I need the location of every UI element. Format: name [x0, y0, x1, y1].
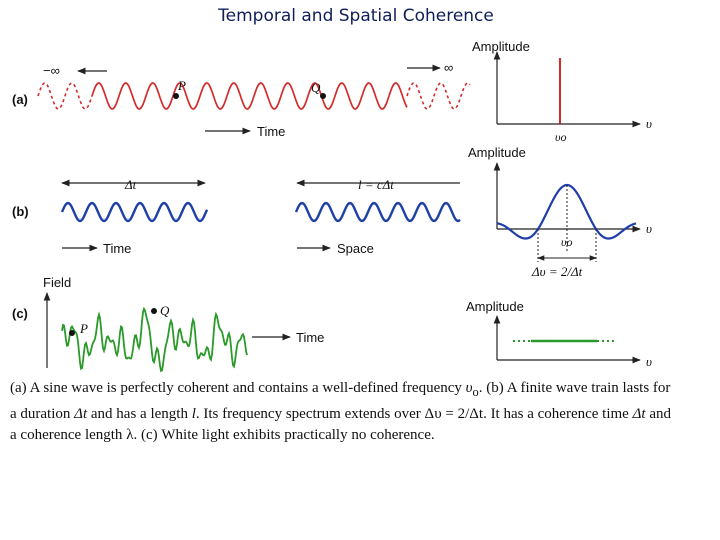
panel-c: (c) Field P Q Time — [12, 275, 324, 373]
caption-part: . (c) White light exhibits practically n… — [133, 427, 435, 443]
point-q-c — [151, 308, 157, 314]
spectrum-c-xlabel: υ — [646, 354, 652, 369]
spectrum-c-ylabel: Amplitude — [466, 299, 524, 314]
caption-symbol: λ — [126, 427, 134, 443]
wave-b-space — [294, 201, 461, 223]
point-q-c-label: Q — [160, 303, 170, 318]
caption-subscript: o — [472, 385, 479, 399]
slide-title: Temporal and Spatial Coherence — [218, 6, 494, 26]
space-label: Space — [337, 241, 374, 256]
spectrum-b-width-label: Δυ = 2/Δt — [531, 264, 583, 279]
spectrum-b-peak-label: υo — [561, 235, 573, 249]
spectrum-b: Amplitude υ υo Δυ = 2/Δt — [468, 145, 652, 279]
caption-symbol: υ — [465, 380, 473, 396]
spectrum-b-xlabel: υ — [646, 221, 652, 236]
coherence-figure: (a) −∞ ∞ P Q Time Amplitude υ υo (b) Δt … — [12, 39, 652, 373]
panel-a-label: (a) — [12, 92, 28, 107]
time-label-c: Time — [296, 330, 324, 345]
caption-symbol: Δυ = 2/Δt — [424, 405, 484, 422]
caption-part: and has a length — [87, 405, 192, 422]
length-label: l = cΔt — [358, 177, 394, 192]
minus-infinity-label: −∞ — [43, 63, 60, 78]
time-label-a: Time — [257, 124, 285, 139]
caption-part: (a) A sine wave is perfectly coherent an… — [10, 380, 466, 396]
spectrum-c: Amplitude υ — [466, 299, 652, 369]
spectrum-a-ylabel: Amplitude — [472, 39, 530, 54]
point-q-a — [320, 93, 326, 99]
caption-symbol: l — [191, 405, 196, 422]
spectrum-a-peak-label: υo — [555, 130, 567, 144]
duration-label: Δt — [124, 177, 137, 192]
point-p-c — [69, 330, 75, 336]
point-p-a — [173, 93, 179, 99]
spectrum-b-ylabel: Amplitude — [468, 145, 526, 160]
wave-a-dashed-right — [406, 82, 471, 110]
white-light-field — [61, 306, 248, 373]
figure-caption: (a) A sine wave is perfectly coherent an… — [10, 378, 678, 447]
caption-part: and a coherence length — [10, 405, 671, 444]
point-p-a-label: P — [177, 78, 186, 93]
caption-part: . Its frequency spectrum extends over — [195, 405, 425, 422]
caption-symbol: Δt — [632, 405, 646, 422]
wave-b-time — [60, 201, 209, 223]
panel-b: (b) Δt Time l = cΔt Space — [12, 177, 461, 256]
panel-b-label: (b) — [12, 204, 29, 219]
spectrum-a: Amplitude υ υo — [472, 39, 652, 144]
wave-a-dashed-left — [37, 82, 93, 110]
panel-c-label: (c) — [12, 306, 28, 321]
caption-symbol: Δt — [74, 405, 88, 422]
panel-a: (a) −∞ ∞ P Q Time — [12, 60, 471, 139]
caption-part: . It has a coherence time — [483, 405, 633, 422]
point-q-a-label: Q — [311, 80, 321, 95]
plus-infinity-label: ∞ — [444, 60, 453, 75]
spectrum-a-xlabel: υ — [646, 116, 652, 131]
caption-part: . (b) A finite wave train lasts for a du… — [10, 380, 671, 422]
wave-a-solid — [91, 82, 408, 110]
field-label: Field — [43, 275, 71, 290]
time-label-b: Time — [103, 241, 131, 256]
point-p-c-label: P — [79, 321, 88, 336]
